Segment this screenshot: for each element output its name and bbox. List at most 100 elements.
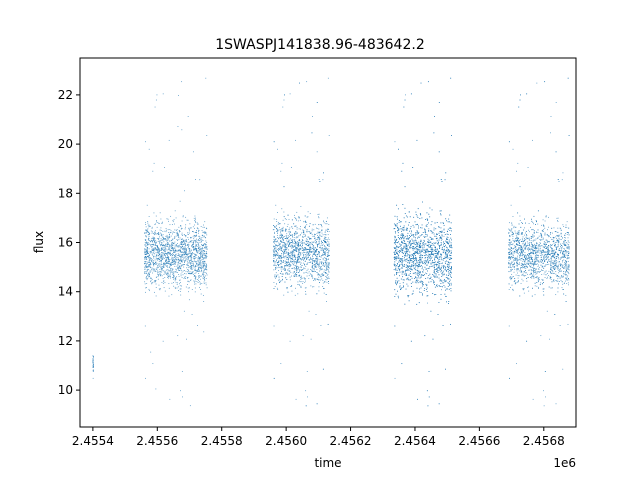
data-point bbox=[275, 250, 277, 251]
data-point bbox=[184, 276, 185, 278]
data-point bbox=[162, 259, 164, 260]
data-point bbox=[174, 257, 175, 258]
data-point bbox=[326, 278, 328, 280]
data-point bbox=[314, 264, 315, 265]
data-point bbox=[417, 271, 419, 272]
data-point bbox=[190, 265, 192, 266]
data-point bbox=[157, 251, 159, 252]
data-point bbox=[300, 258, 302, 259]
data-point bbox=[296, 257, 298, 258]
data-point bbox=[323, 257, 325, 259]
data-point bbox=[297, 281, 299, 283]
data-point bbox=[326, 248, 328, 250]
data-point bbox=[312, 277, 314, 279]
data-point bbox=[320, 269, 321, 271]
data-point bbox=[175, 235, 177, 237]
data-point bbox=[289, 340, 291, 342]
data-point bbox=[159, 242, 161, 243]
data-point bbox=[324, 231, 326, 233]
data-point bbox=[187, 256, 189, 258]
data-point bbox=[179, 263, 181, 265]
data-point bbox=[281, 231, 283, 232]
data-point bbox=[189, 240, 191, 242]
data-point bbox=[161, 254, 162, 256]
data-point bbox=[158, 238, 160, 239]
data-point bbox=[170, 235, 172, 237]
data-point bbox=[303, 250, 304, 252]
data-point bbox=[158, 284, 160, 286]
data-point bbox=[163, 263, 164, 265]
data-point bbox=[161, 271, 163, 273]
data-point bbox=[202, 240, 204, 241]
data-point bbox=[155, 241, 157, 243]
data-point bbox=[166, 249, 168, 251]
data-point bbox=[295, 237, 297, 239]
data-point bbox=[158, 257, 160, 259]
data-point bbox=[201, 230, 203, 231]
data-point bbox=[283, 256, 285, 258]
data-point bbox=[163, 238, 164, 240]
data-point bbox=[312, 258, 314, 260]
data-point bbox=[282, 266, 284, 268]
data-point bbox=[157, 259, 159, 261]
data-point bbox=[324, 281, 326, 283]
data-point bbox=[149, 276, 151, 277]
data-point bbox=[196, 238, 197, 240]
data-point bbox=[161, 267, 163, 269]
data-point bbox=[296, 251, 298, 252]
data-point bbox=[145, 232, 147, 234]
data-point bbox=[306, 258, 308, 260]
data-point bbox=[187, 233, 189, 235]
data-point bbox=[197, 257, 199, 259]
data-point bbox=[293, 254, 295, 255]
data-point bbox=[281, 257, 282, 258]
data-point bbox=[161, 252, 163, 254]
data-point bbox=[305, 238, 307, 240]
data-point bbox=[193, 246, 195, 247]
data-point bbox=[309, 245, 311, 247]
data-point bbox=[317, 251, 319, 252]
data-point bbox=[181, 227, 183, 229]
data-point bbox=[288, 258, 290, 259]
data-point bbox=[426, 226, 428, 228]
data-point bbox=[205, 254, 206, 256]
data-point bbox=[186, 254, 187, 255]
data-point bbox=[281, 248, 283, 249]
data-point bbox=[305, 254, 307, 256]
data-point bbox=[321, 235, 323, 237]
data-point bbox=[405, 249, 407, 250]
data-point bbox=[148, 248, 150, 250]
data-point bbox=[293, 254, 295, 256]
data-point bbox=[170, 259, 172, 261]
data-point bbox=[410, 255, 412, 257]
data-point bbox=[276, 235, 278, 237]
data-point bbox=[168, 220, 169, 222]
data-point bbox=[180, 228, 182, 230]
data-point bbox=[291, 254, 293, 255]
data-point bbox=[316, 249, 318, 251]
data-point bbox=[149, 244, 151, 245]
data-point bbox=[324, 248, 326, 250]
data-point bbox=[324, 238, 326, 240]
data-point bbox=[297, 245, 298, 246]
data-point bbox=[399, 282, 401, 284]
data-point bbox=[401, 264, 403, 265]
data-point bbox=[185, 216, 187, 218]
data-point bbox=[179, 253, 181, 255]
data-point bbox=[323, 287, 324, 289]
data-point bbox=[309, 247, 311, 249]
data-point bbox=[160, 256, 162, 257]
data-point bbox=[148, 255, 149, 257]
data-point bbox=[197, 239, 199, 241]
data-point bbox=[193, 250, 195, 252]
data-point bbox=[172, 263, 174, 265]
data-point bbox=[166, 259, 167, 260]
data-point bbox=[311, 269, 313, 271]
data-point bbox=[174, 237, 176, 239]
data-point bbox=[450, 245, 452, 247]
data-point bbox=[316, 258, 317, 259]
data-point bbox=[146, 269, 148, 271]
data-point bbox=[291, 226, 293, 228]
data-point bbox=[195, 222, 197, 223]
data-point bbox=[277, 148, 278, 150]
